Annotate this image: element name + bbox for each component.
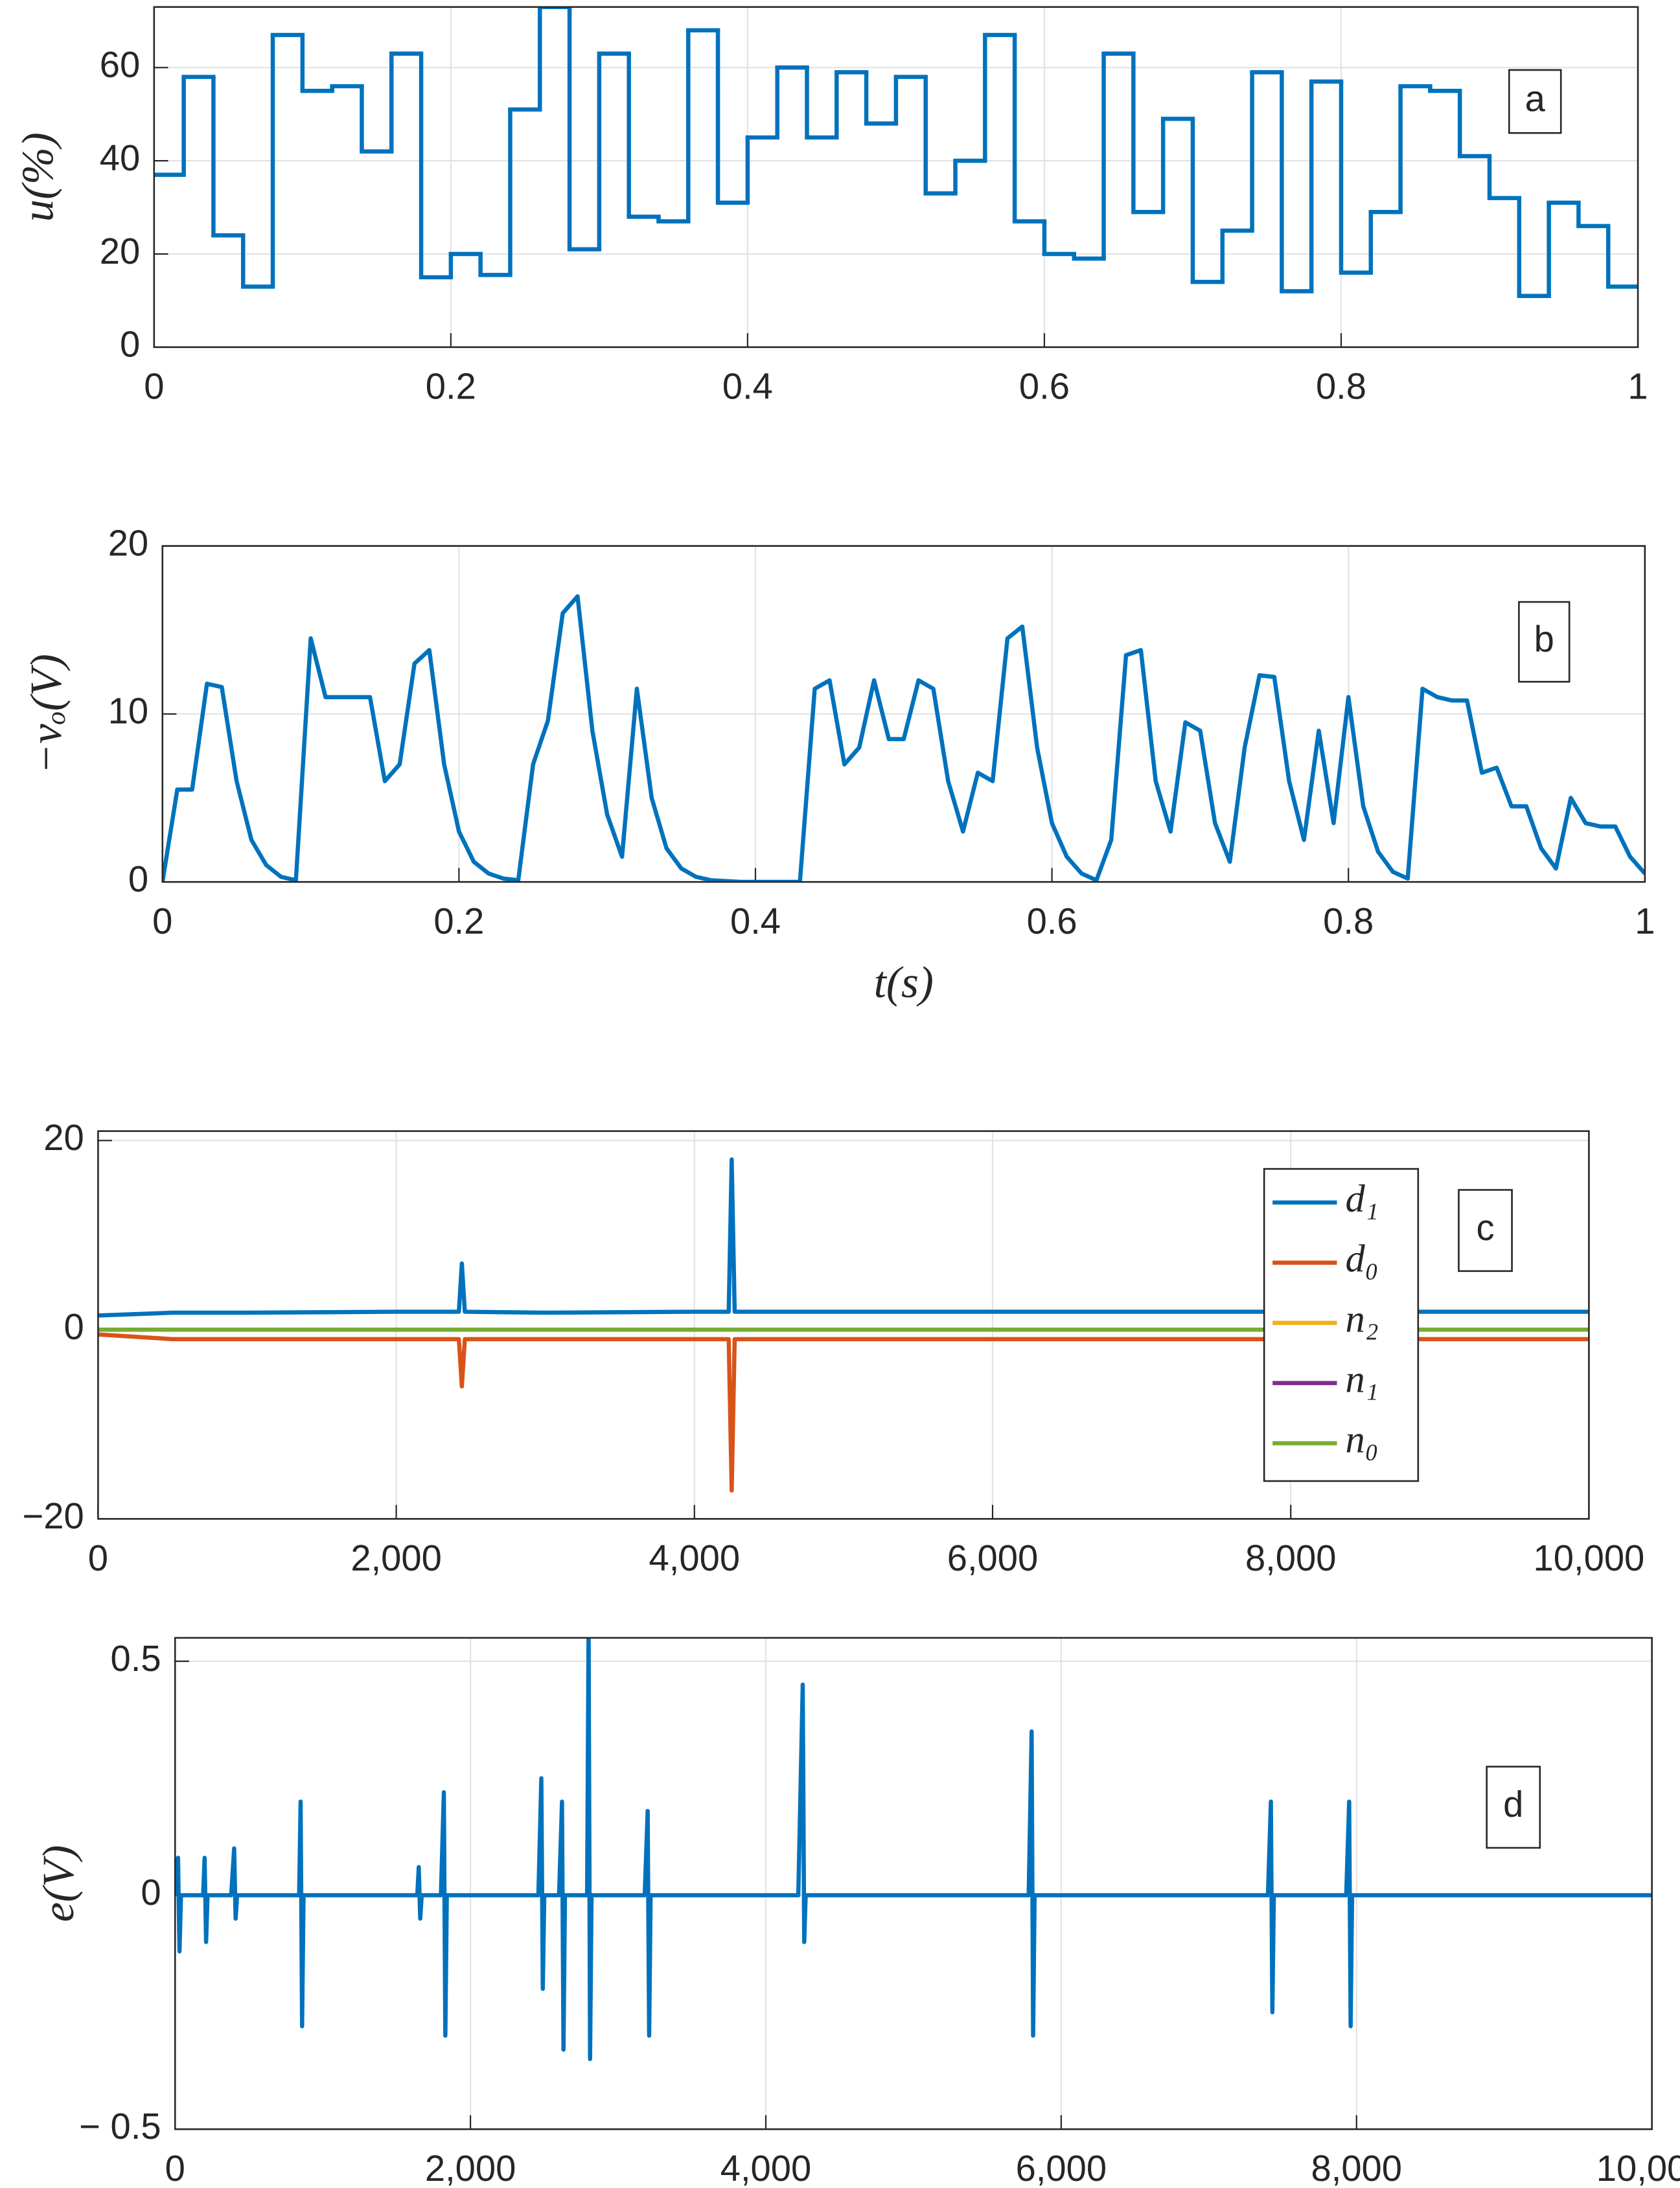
- annotation-box: [1508, 69, 1562, 134]
- annotation-box: [1458, 1189, 1513, 1272]
- plot-area: [154, 6, 1639, 298]
- y-tick-label: 60: [100, 44, 140, 85]
- y-tick-label: 20: [43, 1117, 84, 1158]
- x-tick-label: 0.6: [1019, 365, 1070, 406]
- x-tick-label: 0.8: [1316, 365, 1366, 406]
- panel: 0 2,000 4,000 6,000 8,000 10,000−20020cd₁d₀n₂…: [23, 1117, 1645, 1578]
- y-tick-label: 20: [100, 231, 140, 271]
- y-axis-label: −vₒ(V): [21, 654, 71, 774]
- legend-box: [1263, 1168, 1420, 1482]
- plot-area: [98, 1157, 1589, 1493]
- x-tick-label: 0.4: [722, 365, 773, 406]
- x-tick-label: 1: [1628, 365, 1648, 406]
- axes-box: [174, 1637, 1653, 2130]
- x-tick-label: 2,000: [351, 1537, 442, 1578]
- x-tick-label: 1: [1635, 901, 1655, 941]
- annotation-box: [1518, 601, 1571, 683]
- x-tick-label: 0: [165, 2148, 185, 2188]
- y-axis-label: u(%): [12, 132, 62, 222]
- legend-label: n₀: [1345, 1418, 1378, 1461]
- x-tick-label: 0.2: [433, 901, 484, 941]
- x-tick-label: 0.8: [1323, 901, 1374, 941]
- x-tick-label: 0.6: [1027, 901, 1077, 941]
- x-tick-label: 4,000: [649, 1537, 741, 1578]
- y-tick-label: 0: [141, 1872, 161, 1913]
- y-tick-label: 20: [108, 522, 148, 563]
- y-tick-label: 0: [64, 1306, 84, 1347]
- x-axis-label: t(s): [874, 957, 934, 1007]
- annotation: a: [1525, 78, 1546, 119]
- legend-label: d₁: [1345, 1177, 1378, 1221]
- legend-label: n₁: [1345, 1358, 1378, 1401]
- axes-box: [161, 545, 1646, 883]
- plot-area: [175, 1637, 1652, 2062]
- x-tick-label: 0: [88, 1537, 108, 1578]
- x-tick-label: 2,000: [425, 2148, 516, 2188]
- annotation: c: [1476, 1207, 1494, 1248]
- x-tick-label: 0: [152, 901, 172, 941]
- panel: 0 0.2 0.4 0.6 0.8 1 0 20 40 60 u(%) a: [12, 6, 1648, 406]
- x-tick-label: 6,000: [1016, 2148, 1107, 2188]
- y-tick-label: 40: [100, 137, 140, 178]
- data-line: [175, 1637, 1652, 2062]
- y-tick-label: 10: [108, 691, 148, 731]
- legend-label: d₀: [1345, 1238, 1378, 1281]
- data-line: [98, 1157, 1589, 1318]
- x-tick-label: 8,000: [1245, 1537, 1337, 1578]
- axes-box: [97, 1130, 1590, 1520]
- y-tick-label: 0.5: [111, 1638, 161, 1679]
- annotation-box: [1486, 1766, 1541, 1849]
- legend-label: n₂: [1345, 1298, 1378, 1341]
- x-tick-label: 6,000: [947, 1537, 1039, 1578]
- y-tick-label: 0: [120, 324, 140, 365]
- x-tick-label: 0.2: [426, 365, 476, 406]
- x-tick-label: 10,000: [1596, 2148, 1680, 2188]
- step-riser: [181, 6, 1611, 296]
- y-tick-label: − 0.5: [79, 2106, 161, 2147]
- x-tick-label: 0: [144, 365, 164, 406]
- axes-box: [153, 6, 1639, 349]
- x-tick-label: 8,000: [1311, 2148, 1402, 2188]
- annotation: d: [1503, 1784, 1523, 1825]
- x-tick-label: 0.4: [730, 901, 781, 941]
- y-tick-label: −20: [23, 1495, 84, 1536]
- y-tick-label: 0: [128, 858, 148, 899]
- y-axis-label: e(V): [33, 1845, 83, 1922]
- annotation: b: [1534, 618, 1554, 659]
- x-tick-label: 4,000: [720, 2148, 812, 2188]
- data-line: [162, 594, 1645, 882]
- plot-area: [162, 594, 1645, 882]
- x-tick-label: 10,000: [1534, 1537, 1645, 1578]
- data-line: [98, 1332, 1589, 1493]
